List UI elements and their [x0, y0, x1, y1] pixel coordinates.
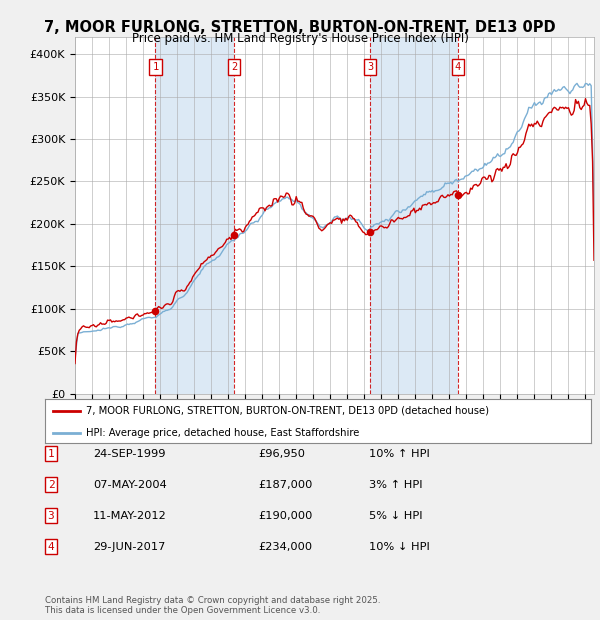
Text: 24-SEP-1999: 24-SEP-1999 — [93, 449, 166, 459]
Text: 4: 4 — [47, 542, 55, 552]
Text: Price paid vs. HM Land Registry's House Price Index (HPI): Price paid vs. HM Land Registry's House … — [131, 32, 469, 45]
Text: 10% ↑ HPI: 10% ↑ HPI — [369, 449, 430, 459]
Text: 7, MOOR FURLONG, STRETTON, BURTON-ON-TRENT, DE13 0PD: 7, MOOR FURLONG, STRETTON, BURTON-ON-TRE… — [44, 20, 556, 35]
Text: 29-JUN-2017: 29-JUN-2017 — [93, 542, 166, 552]
Text: 7, MOOR FURLONG, STRETTON, BURTON-ON-TRENT, DE13 0PD (detached house): 7, MOOR FURLONG, STRETTON, BURTON-ON-TRE… — [86, 405, 489, 416]
Text: 4: 4 — [455, 62, 461, 72]
Text: 3: 3 — [367, 62, 374, 72]
Bar — [234, 37, 370, 394]
Text: 10% ↓ HPI: 10% ↓ HPI — [369, 542, 430, 552]
Text: 3: 3 — [47, 511, 55, 521]
Text: 1: 1 — [152, 62, 158, 72]
Text: £96,950: £96,950 — [258, 449, 305, 459]
Text: 2: 2 — [231, 62, 237, 72]
Text: 07-MAY-2004: 07-MAY-2004 — [93, 480, 167, 490]
Bar — [370, 37, 458, 394]
Bar — [458, 37, 594, 394]
Text: 5% ↓ HPI: 5% ↓ HPI — [369, 511, 422, 521]
Bar — [155, 37, 234, 394]
Text: 3% ↑ HPI: 3% ↑ HPI — [369, 480, 422, 490]
Text: £190,000: £190,000 — [258, 511, 313, 521]
Text: Contains HM Land Registry data © Crown copyright and database right 2025.
This d: Contains HM Land Registry data © Crown c… — [45, 596, 380, 615]
Text: £234,000: £234,000 — [258, 542, 312, 552]
Text: 2: 2 — [47, 480, 55, 490]
Text: HPI: Average price, detached house, East Staffordshire: HPI: Average price, detached house, East… — [86, 428, 359, 438]
Text: £187,000: £187,000 — [258, 480, 313, 490]
Bar — [75, 37, 155, 394]
Text: 11-MAY-2012: 11-MAY-2012 — [93, 511, 167, 521]
Text: 1: 1 — [47, 449, 55, 459]
